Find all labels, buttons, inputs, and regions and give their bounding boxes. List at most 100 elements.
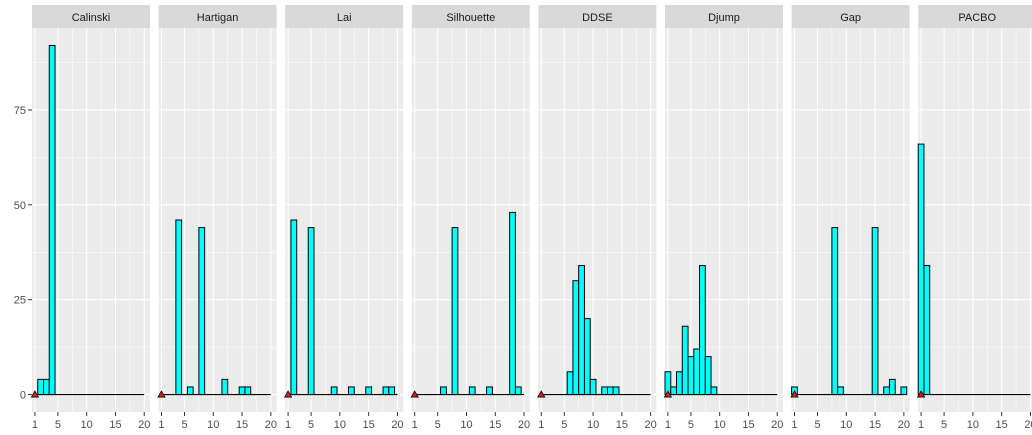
bar [612, 386, 620, 396]
x-tick-label: 15 [363, 419, 375, 431]
facet-strip [791, 5, 910, 28]
x-tick-label: 10 [334, 419, 346, 431]
triangle-marker [663, 390, 673, 398]
triangle-marker [283, 390, 293, 398]
x-tick-label: 10 [81, 419, 93, 431]
x-tick-label: 1 [918, 419, 924, 431]
bar [883, 386, 890, 396]
facet-panel-pacbo: PACBO15101520 [916, 5, 1032, 431]
bar [198, 227, 206, 396]
bar [221, 378, 229, 396]
bar [382, 386, 390, 396]
bar [589, 378, 597, 396]
y-tick-label: 50 [14, 200, 26, 212]
bar [37, 378, 45, 396]
bar [710, 386, 718, 396]
triangle-marker [916, 390, 926, 398]
triangle-marker [537, 390, 546, 398]
bar [583, 318, 591, 396]
x-tick-label: 5 [435, 419, 441, 431]
x-tick-label: 20 [1024, 419, 1032, 431]
y-tick-label: 75 [14, 105, 26, 117]
facet-title: Lai [337, 12, 352, 24]
bar [578, 265, 585, 396]
x-tick-label: 10 [207, 419, 219, 431]
x-tick-label: 5 [561, 419, 567, 431]
x-tick-label: 1 [158, 419, 164, 431]
bar [451, 227, 459, 396]
panel-background [791, 28, 910, 412]
bar [606, 386, 614, 396]
bar [704, 356, 712, 396]
x-tick-label: 1 [285, 419, 291, 431]
panel-background [918, 28, 1032, 412]
x-tick-label: 10 [587, 419, 599, 431]
bar [175, 219, 183, 396]
bar [923, 265, 931, 396]
x-tick-label: 10 [460, 419, 472, 431]
x-tick-label: 10 [840, 419, 852, 431]
bar [290, 219, 298, 396]
x-tick-label: 20 [898, 419, 910, 431]
facet-strip [285, 5, 404, 28]
bar [572, 280, 580, 396]
bar [670, 386, 678, 396]
bar [566, 371, 574, 396]
bar [687, 356, 695, 396]
panel-background [285, 28, 404, 412]
facet-strip [411, 5, 530, 28]
bar [837, 386, 844, 396]
facet-title: Gap [840, 12, 861, 24]
y-tick-label: 25 [14, 295, 26, 307]
x-tick-label: 5 [688, 419, 694, 431]
bar [388, 386, 396, 396]
x-tick-label: 5 [941, 419, 947, 431]
x-tick-label: 1 [791, 419, 797, 431]
bar [888, 378, 896, 396]
panel-background [538, 28, 657, 412]
facet-strip [158, 5, 277, 28]
x-tick-label: 15 [869, 419, 881, 431]
bar [365, 386, 373, 396]
y-tick-label: 0 [20, 390, 26, 402]
bar [330, 386, 338, 396]
bar [917, 143, 925, 396]
triangle-marker [410, 390, 419, 398]
facet-strip [665, 5, 783, 28]
x-tick-label: 5 [308, 419, 314, 431]
x-tick-label: 1 [412, 419, 418, 431]
facet-strip [918, 5, 1032, 28]
x-tick-label: 1 [665, 419, 671, 431]
bar [676, 371, 683, 396]
x-tick-label: 15 [742, 419, 754, 431]
x-tick-label: 20 [645, 419, 657, 431]
facet-strip [32, 5, 150, 28]
facet-title: DDSE [582, 12, 613, 24]
bar [509, 211, 516, 396]
triangle-marker [157, 390, 166, 398]
triangle-marker [790, 390, 799, 398]
x-tick-label: 15 [236, 419, 248, 431]
x-tick-label: 15 [616, 419, 628, 431]
facet-strip [538, 5, 657, 28]
bar [307, 227, 315, 396]
bar [693, 348, 701, 396]
bar [244, 386, 252, 396]
x-tick-label: 20 [138, 419, 150, 431]
bar [486, 386, 493, 396]
x-tick-label: 5 [55, 419, 61, 431]
bar [48, 44, 56, 396]
x-tick-label: 20 [518, 419, 530, 431]
facet-title: Calinski [72, 12, 111, 24]
bar [514, 386, 522, 396]
bar [186, 386, 194, 396]
x-tick-label: 1 [538, 419, 544, 431]
bar [601, 386, 608, 396]
bar [831, 227, 839, 396]
x-tick-label: 10 [714, 419, 726, 431]
x-tick-label: 10 [967, 419, 979, 431]
